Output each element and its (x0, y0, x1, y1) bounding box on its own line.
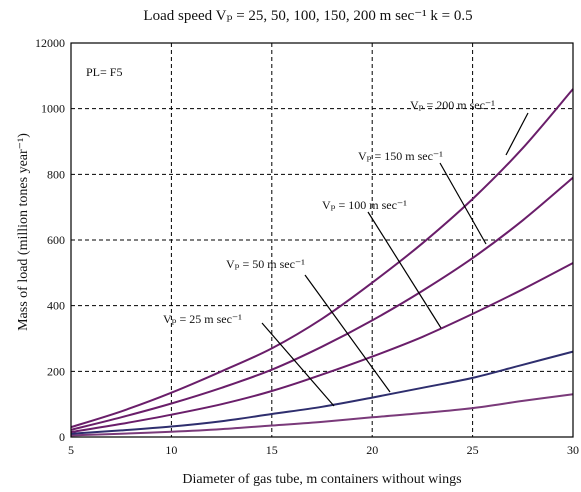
series-leader-1 (261, 322, 335, 407)
series-line-4 (70, 176, 574, 431)
chart-title: Load speed Vₚ = 25, 50, 100, 150, 200 m … (143, 8, 472, 24)
series-label-5: Vₚ = 200 m sec⁻¹ (410, 98, 495, 112)
y-tick-label: 200 (47, 364, 65, 378)
box-label: PL= F5 (86, 65, 122, 79)
x-tick-label: 25 (467, 443, 479, 457)
x-tick-label: 15 (266, 443, 278, 457)
series-line-2 (70, 350, 574, 435)
series-leader-2 (304, 274, 391, 393)
grid (71, 43, 573, 437)
series-line-1 (70, 393, 574, 437)
y-tick-label: 600 (47, 233, 65, 247)
series-label-2: Vₚ = 50 m sec⁻¹ (226, 257, 305, 271)
x-tick-label: 10 (165, 443, 177, 457)
x-tick-label: 20 (366, 443, 378, 457)
y-tick-label: 1000 (41, 102, 65, 116)
x-tick-label: 30 (567, 443, 579, 457)
series-label-1: Vₚ = 25 m sec⁻¹ (163, 312, 242, 326)
y-tick-label: 12000 (35, 36, 65, 50)
x-axis-label: Diameter of gas tube, m containers witho… (182, 472, 461, 487)
series-leader-4 (439, 162, 487, 245)
tick-labels: 5 10 15 20 25 30 0 200 400 600 800 1000 12000 (35, 36, 579, 457)
series-line-5 (70, 88, 574, 429)
series-label-3: Vₚ = 100 m sec⁻¹ (322, 198, 407, 212)
series-curves (70, 88, 574, 437)
series-leader-5 (505, 112, 529, 156)
series-annotations: Vₚ = 25 m sec⁻¹ Vₚ = 50 m sec⁻¹ Vₚ = 100 m… (163, 98, 529, 407)
series-line-3 (70, 262, 574, 434)
y-tick-label: 400 (47, 299, 65, 313)
y-tick-label: 800 (47, 167, 65, 181)
x-tick-label: 5 (68, 443, 74, 457)
plot-frame (70, 42, 574, 438)
y-axis-label: Mass of load (million tones year⁻¹) (16, 133, 31, 331)
y-tick-label: 0 (59, 430, 65, 444)
series-leader-3 (367, 211, 442, 329)
series-label-4: Vₚ = 150 m sec⁻¹ (358, 149, 443, 163)
